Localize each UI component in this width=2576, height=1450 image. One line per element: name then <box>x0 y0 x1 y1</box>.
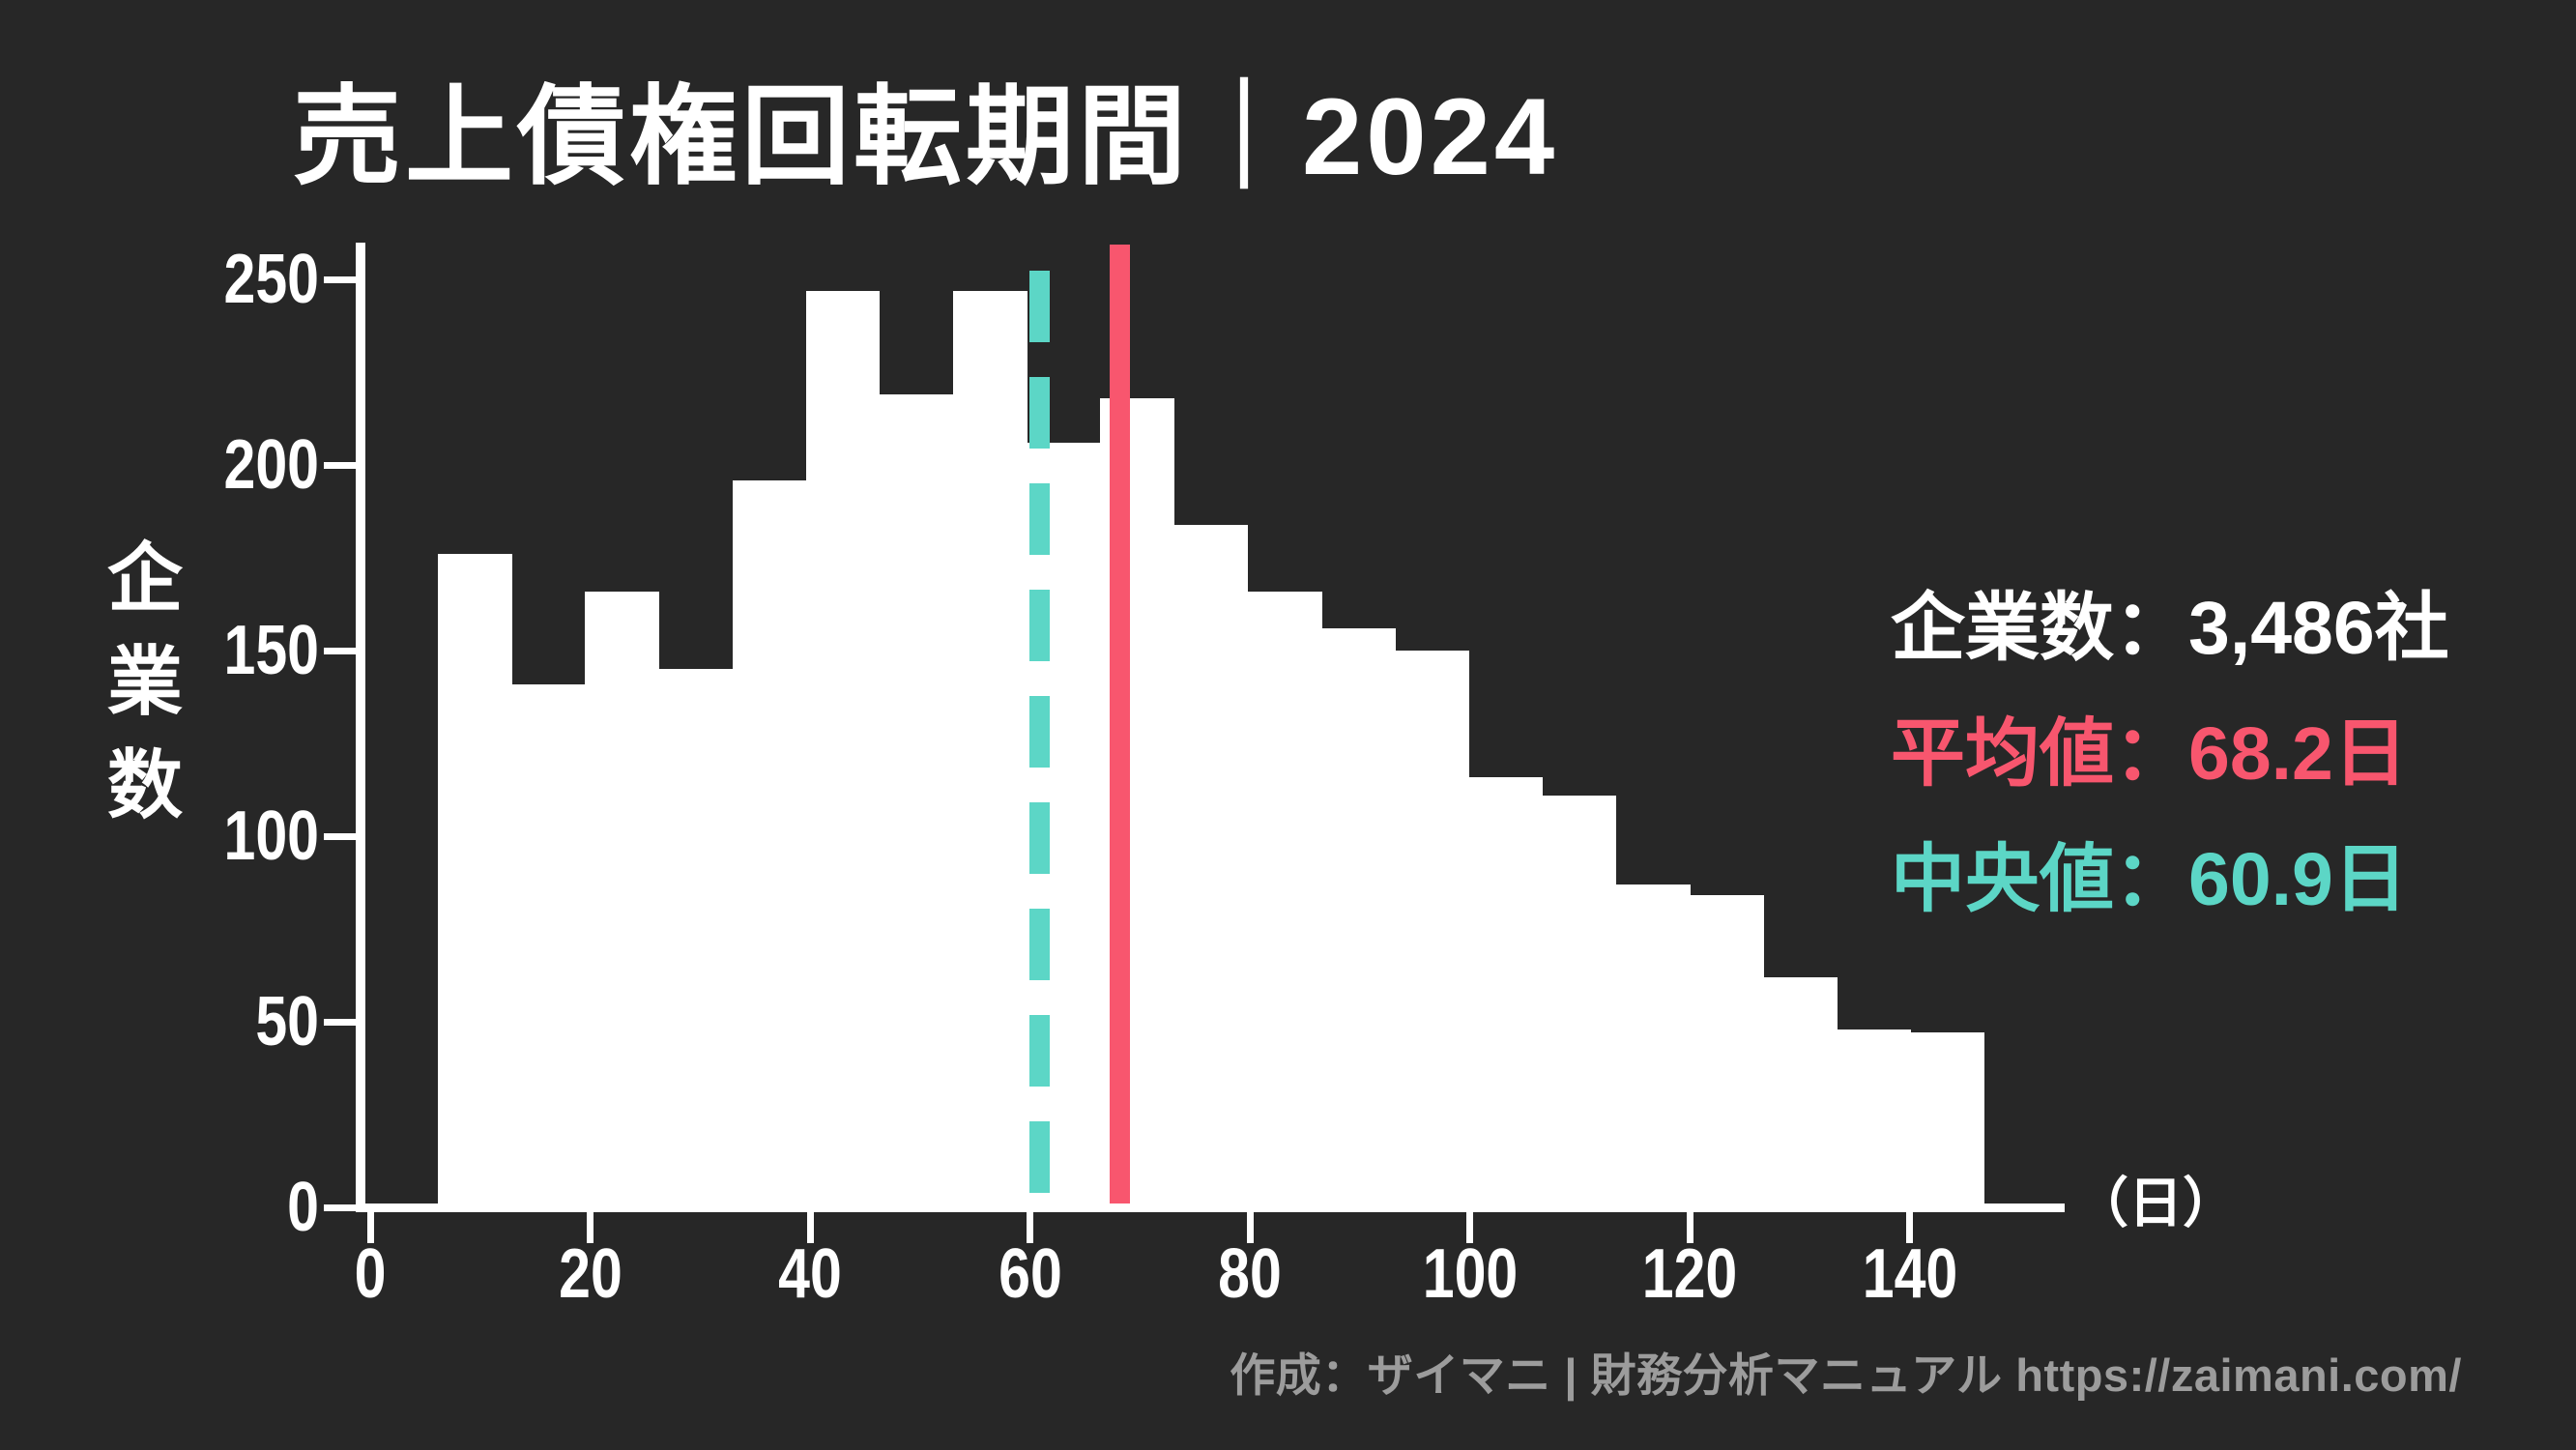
histogram-bar <box>953 290 1028 1204</box>
stat-median-label: 中央値 <box>1891 838 2114 921</box>
histogram-bar <box>1542 795 1617 1204</box>
histogram-bar <box>732 479 807 1204</box>
x-tick-label: 40 <box>778 1235 842 1313</box>
stats-panel: 企業数：3,486社 平均値：68.2日 中央値：60.9日 <box>1891 566 2449 942</box>
histogram-bar <box>1763 976 1838 1204</box>
histogram-bar <box>1910 1032 1985 1204</box>
median-line <box>1029 271 1051 1204</box>
histogram-bar <box>879 394 954 1204</box>
x-tick-label: 80 <box>1218 1235 1282 1313</box>
stat-mean-separator: ： <box>2114 712 2188 796</box>
x-tick-mark <box>806 1211 814 1243</box>
x-tick-label: 20 <box>558 1235 622 1313</box>
x-tick-mark <box>1466 1211 1474 1243</box>
stat-mean-value: 68.2日 <box>2188 712 2408 796</box>
y-axis-label-char: 業 <box>106 639 183 724</box>
stat-companies-separator: ： <box>2114 587 2188 670</box>
histogram-bar <box>1615 884 1691 1204</box>
y-axis-label-char: 企 <box>106 536 183 621</box>
stat-median-separator: ： <box>2114 838 2188 921</box>
x-tick-mark <box>1906 1211 1914 1243</box>
histogram-bar <box>805 290 881 1204</box>
y-tick-label: 250 <box>223 241 319 319</box>
histogram-bar <box>1173 524 1249 1204</box>
y-tick-label: 150 <box>223 612 319 690</box>
y-tick-label: 50 <box>255 983 319 1061</box>
histogram-bar <box>1247 591 1322 1204</box>
x-axis-unit-label: （日） <box>2074 1173 2237 1233</box>
stat-companies-label: 企業数 <box>1891 587 2114 670</box>
histogram-bar <box>1321 628 1396 1204</box>
y-tick-mark <box>324 1204 357 1211</box>
y-tick-label: 0 <box>287 1169 319 1246</box>
x-axis-line <box>356 1204 2065 1212</box>
mean-line <box>1110 245 1131 1204</box>
y-tick-label: 100 <box>223 798 319 876</box>
x-tick-label: 120 <box>1641 1235 1738 1313</box>
y-axis-line <box>356 243 365 1211</box>
x-tick-mark <box>1027 1211 1034 1243</box>
histogram-bar <box>510 683 586 1204</box>
y-axis-label: 企業数 <box>104 527 186 837</box>
x-tick-label: 0 <box>354 1235 387 1313</box>
y-tick-mark <box>324 1018 357 1026</box>
histogram-bar <box>1395 651 1469 1204</box>
x-tick-label: 60 <box>998 1235 1062 1313</box>
x-tick-label: 140 <box>1862 1235 1958 1313</box>
x-tick-mark <box>587 1211 594 1243</box>
x-tick-mark <box>1686 1211 1693 1243</box>
chart-title: 売上債権回転期間｜2024 <box>293 76 1559 197</box>
stat-companies: 企業数：3,486社 <box>1891 566 2449 691</box>
histogram-bar <box>1468 776 1544 1204</box>
x-tick-label: 100 <box>1422 1235 1518 1313</box>
stat-mean-label: 平均値 <box>1891 712 2114 796</box>
y-tick-label: 200 <box>223 426 319 505</box>
y-axis-label-char: 数 <box>106 742 183 827</box>
stat-mean: 平均値：68.2日 <box>1891 691 2449 817</box>
histogram-bar <box>585 591 659 1204</box>
stat-median-value: 60.9日 <box>2188 838 2408 921</box>
histogram-bar <box>1837 1029 1912 1204</box>
y-tick-mark <box>324 461 357 469</box>
stat-median: 中央値：60.9日 <box>1891 817 2449 942</box>
credit-line: 作成：ザイマニ | 財務分析マニュアル https://zaimani.com/ <box>1230 1349 2462 1401</box>
histogram-bar <box>1690 895 1764 1204</box>
y-tick-mark <box>324 276 357 283</box>
x-tick-mark <box>1246 1211 1254 1243</box>
y-tick-mark <box>324 647 357 654</box>
x-tick-mark <box>366 1211 374 1243</box>
histogram-bar <box>437 554 512 1204</box>
histogram-bar <box>658 669 734 1204</box>
stat-companies-value: 3,486社 <box>2188 587 2449 670</box>
y-tick-mark <box>324 832 357 840</box>
